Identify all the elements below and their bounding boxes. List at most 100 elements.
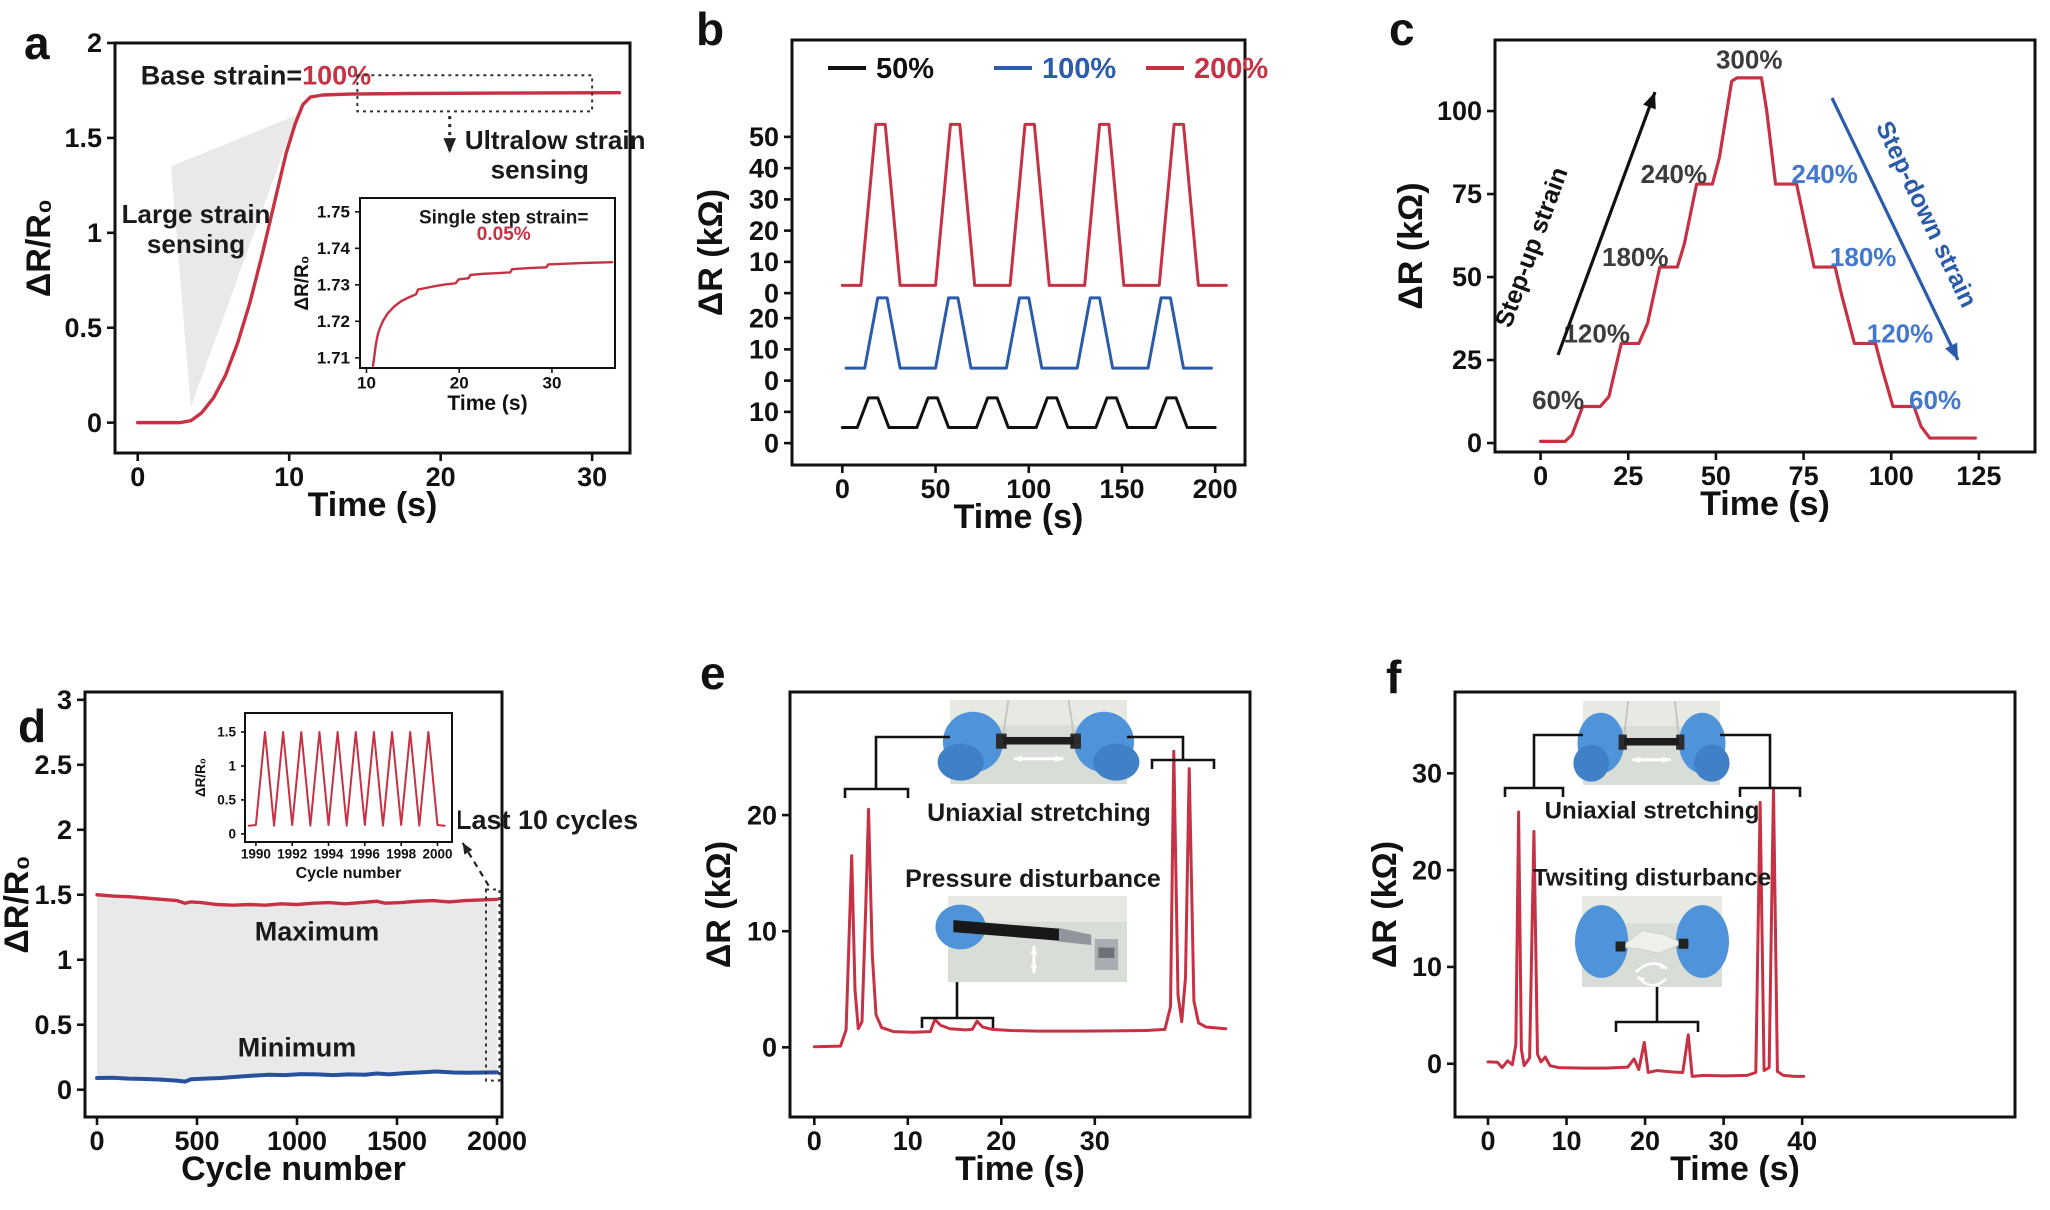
x-tick-label: 200	[1193, 474, 1238, 504]
inset-background	[201, 707, 458, 848]
arrowhead	[1030, 945, 1038, 954]
pressure-disturbance-label: Pressure disturbance	[905, 865, 1161, 893]
y-tick-label: 1.74	[317, 239, 351, 258]
y-tick-label: 20	[749, 303, 779, 333]
x-tick-label: 30	[542, 374, 561, 393]
x-tick-label: 1990	[241, 846, 271, 861]
single-step-strain-value: 0.05%	[477, 224, 531, 245]
axes-frame	[1453, 690, 2017, 1119]
step-down-240-label: 240%	[1791, 159, 1858, 189]
panel-letter-c: c	[1389, 3, 1415, 55]
panel-letter-b: b	[696, 3, 725, 55]
legend-label-200: 200%	[1194, 53, 1268, 85]
y-axis-title: ΔR/R₀	[292, 256, 313, 311]
stretch-photo	[1573, 700, 1730, 785]
stretch-bracket-right	[1738, 786, 1802, 797]
x-tick-label: 500	[174, 1126, 219, 1156]
glove-left	[1575, 905, 1629, 978]
arrowhead	[1945, 342, 1958, 360]
panel-c-chart: 0 25 50 75 100 125 0 25 50 75 100 Time (s) ΔR (kΩ) 60…	[1392, 38, 2037, 523]
last-10-cycles-curve-line	[247, 731, 446, 827]
x-tick-label: 50	[921, 474, 951, 504]
inset-pointer-arrow	[461, 842, 490, 887]
step-up-arrow	[1556, 91, 1657, 356]
y-axis-title: ΔR (kΩ)	[700, 841, 738, 968]
y-tick-label: 1.5	[217, 725, 236, 740]
axes-frame	[83, 690, 504, 1119]
stretch-bracket-right	[1150, 758, 1216, 769]
y-tick-label: 25	[1452, 345, 1482, 375]
axes-frame	[788, 690, 1252, 1119]
axes-frame	[1493, 38, 2037, 454]
curve-50pct-line	[840, 396, 1217, 429]
arrowhead	[1638, 976, 1646, 984]
x-tick-label: 10	[357, 374, 376, 393]
panel-letter-f: f	[1386, 651, 1402, 703]
panel-a-chart: 0 10 20 30 0 0.5 1 1.5 2 Time (s) ΔR/R₀ Base strain…	[20, 28, 645, 524]
x-tick-label: 20	[986, 1126, 1016, 1156]
rod-tip	[1058, 927, 1092, 946]
y-tick-label: 10	[1412, 952, 1442, 982]
x-tick-label: 1000	[267, 1126, 327, 1156]
y-tick-label: 0.5	[34, 1010, 72, 1040]
y-tick-label: 0	[57, 1075, 72, 1105]
y-tick-label: 1.72	[317, 312, 350, 331]
y-axis-title: ΔR (kΩ)	[1366, 841, 1404, 968]
step-down-120-label: 120%	[1867, 319, 1934, 349]
y-tick-label: 75	[1452, 179, 1482, 209]
x-tick-label: 30	[577, 462, 607, 492]
arrowhead	[1055, 755, 1064, 763]
step-up-180-label: 180%	[1602, 242, 1669, 272]
glove-right-thumb	[1693, 744, 1730, 782]
x-tick-label: 10	[274, 462, 304, 492]
twist-photo	[1575, 896, 1729, 987]
inset-background	[318, 192, 621, 374]
x-axis-title: Time (s)	[954, 498, 1084, 536]
minimum-label: Minimum	[238, 1032, 357, 1062]
arrowhead	[1662, 756, 1671, 764]
y-tick-label: 20	[747, 800, 777, 830]
x-tick-label: 1998	[386, 846, 417, 861]
x-tick-label: 0	[1533, 461, 1548, 491]
y-tick-label: 3	[57, 685, 72, 715]
x-tick-label: 30	[1709, 1126, 1739, 1156]
max-min-band	[97, 894, 497, 1082]
y-tick-label: 1	[228, 759, 236, 774]
last-cycles-dashed-box	[485, 888, 501, 1082]
curve-200pct-line	[840, 122, 1228, 287]
arrowhead	[1659, 963, 1667, 969]
x-tick-label: 0	[130, 462, 145, 492]
x-tick-label: 100	[1006, 474, 1051, 504]
y-tick-label: 2	[57, 815, 72, 845]
y-axis-title: ΔR/R₀	[0, 855, 36, 953]
y-tick-label: 2	[87, 28, 102, 58]
y-tick-label: 2.5	[34, 750, 72, 780]
arrowhead	[1632, 756, 1641, 764]
glove-right-thumb	[1093, 743, 1140, 781]
stretch-connector-right	[1127, 735, 1185, 760]
press-photo	[935, 896, 1127, 982]
y-tick-label: 0.5	[64, 313, 102, 343]
x-tick-label: 0	[835, 474, 850, 504]
ultralow-strain-label-2: sensing	[491, 154, 589, 184]
large-strain-wedge	[171, 115, 297, 408]
step-strain-curve-line	[1538, 76, 1977, 443]
pressure-rod	[953, 920, 1059, 941]
axes-frame	[790, 38, 1247, 467]
legend-label-100: 100%	[1042, 53, 1116, 85]
x-tick-label: 10	[893, 1126, 923, 1156]
step-up-120-label: 120%	[1563, 319, 1630, 349]
y-tick-label: 0	[1427, 1049, 1442, 1079]
sensor-end-left	[1615, 941, 1626, 952]
x-axis-title: Time (s)	[1670, 1150, 1800, 1188]
x-tick-label: 30	[1080, 1126, 1110, 1156]
panel-letter-d: d	[18, 700, 47, 752]
x-tick-label: 10	[1552, 1126, 1582, 1156]
clamp-left	[1618, 734, 1627, 750]
y-axis-title: ΔR/R₀	[193, 758, 208, 797]
step-up-240-label: 240%	[1641, 159, 1708, 189]
wire	[1067, 699, 1075, 736]
